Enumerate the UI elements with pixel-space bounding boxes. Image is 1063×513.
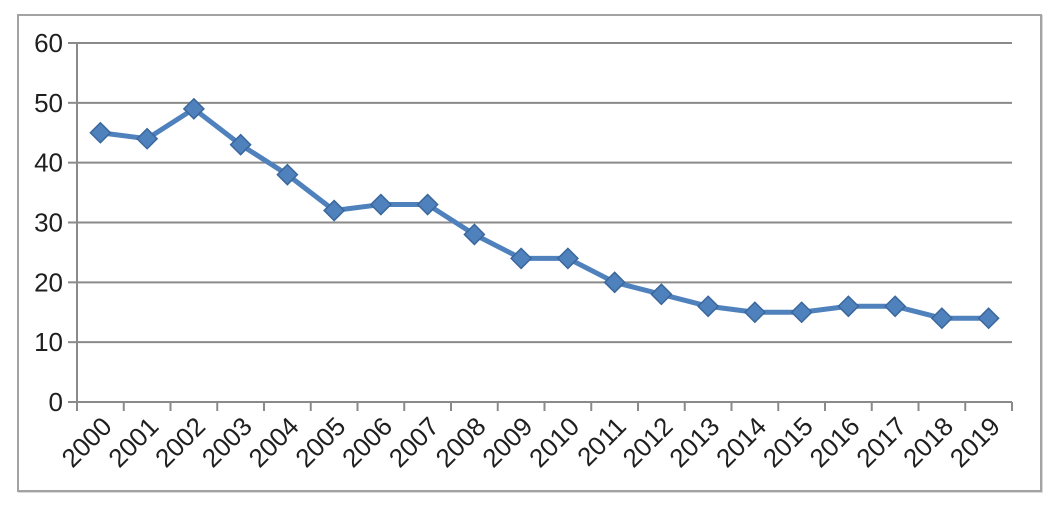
x-tick-label: 2019 bbox=[944, 411, 1006, 473]
x-tick-label: 2012 bbox=[617, 411, 679, 473]
y-axis-ticks bbox=[68, 42, 77, 403]
data-point-2004 bbox=[276, 163, 299, 186]
y-tick-label: 20 bbox=[34, 267, 63, 297]
data-point-2005 bbox=[323, 199, 346, 222]
x-tick-label: 2006 bbox=[336, 411, 398, 473]
data-point-2002 bbox=[182, 97, 205, 120]
data-point-2010 bbox=[556, 247, 579, 270]
x-tick-label: 2014 bbox=[710, 411, 772, 473]
data-point-2014 bbox=[743, 301, 766, 324]
y-tick-label: 0 bbox=[49, 387, 63, 417]
x-tick-label: 2003 bbox=[196, 411, 258, 473]
x-tick-label: 2004 bbox=[243, 411, 305, 473]
x-tick-label: 2009 bbox=[476, 411, 538, 473]
y-axis-labels: 0 10 20 30 40 50 60 bbox=[34, 28, 63, 417]
x-tick-label: 2000 bbox=[56, 411, 118, 473]
data-point-2001 bbox=[136, 127, 159, 150]
data-series-line bbox=[97, 106, 992, 321]
y-tick-label: 10 bbox=[34, 327, 63, 357]
data-point-2012 bbox=[650, 283, 673, 306]
x-tick-label: 2011 bbox=[571, 411, 632, 472]
x-axis-ticks bbox=[76, 402, 1013, 411]
data-point-2008 bbox=[463, 223, 486, 246]
data-point-2015 bbox=[790, 301, 813, 324]
data-point-2017 bbox=[884, 295, 907, 318]
y-tick-label: 30 bbox=[34, 208, 63, 238]
x-tick-label: 2001 bbox=[102, 411, 164, 473]
data-point-2006 bbox=[369, 193, 392, 216]
x-tick-label: 2018 bbox=[897, 411, 959, 473]
x-tick-label: 2015 bbox=[757, 411, 819, 473]
x-tick-label: 2008 bbox=[430, 411, 492, 473]
data-point-2018 bbox=[930, 307, 953, 330]
data-point-2003 bbox=[229, 133, 252, 156]
x-axis-labels: 2000200120022003200420052006200720082009… bbox=[56, 411, 1006, 473]
y-tick-label: 40 bbox=[34, 148, 63, 178]
x-tick-label: 2002 bbox=[149, 411, 211, 473]
data-point-2009 bbox=[510, 247, 533, 270]
x-tick-label: 2007 bbox=[383, 411, 445, 473]
data-point-markers bbox=[89, 97, 1000, 330]
chart-frame: 0 10 20 30 40 50 60 2000 2001 2002 2003 2004 2005 200… bbox=[17, 14, 1042, 492]
data-point-2000 bbox=[89, 121, 112, 144]
data-point-2019 bbox=[977, 307, 1000, 330]
x-tick-label: 2017 bbox=[850, 411, 912, 473]
x-tick-label: 2013 bbox=[663, 411, 725, 473]
data-point-2013 bbox=[697, 295, 720, 318]
y-tick-label: 50 bbox=[34, 88, 63, 118]
x-tick-label: 2016 bbox=[804, 411, 866, 473]
x-tick-label: 2005 bbox=[289, 411, 351, 473]
gridlines bbox=[77, 42, 1012, 344]
data-point-2007 bbox=[416, 193, 439, 216]
x-tick-label: 2010 bbox=[523, 411, 585, 473]
y-tick-label: 60 bbox=[34, 28, 63, 58]
data-point-2011 bbox=[603, 271, 626, 294]
data-point-2016 bbox=[837, 295, 860, 318]
